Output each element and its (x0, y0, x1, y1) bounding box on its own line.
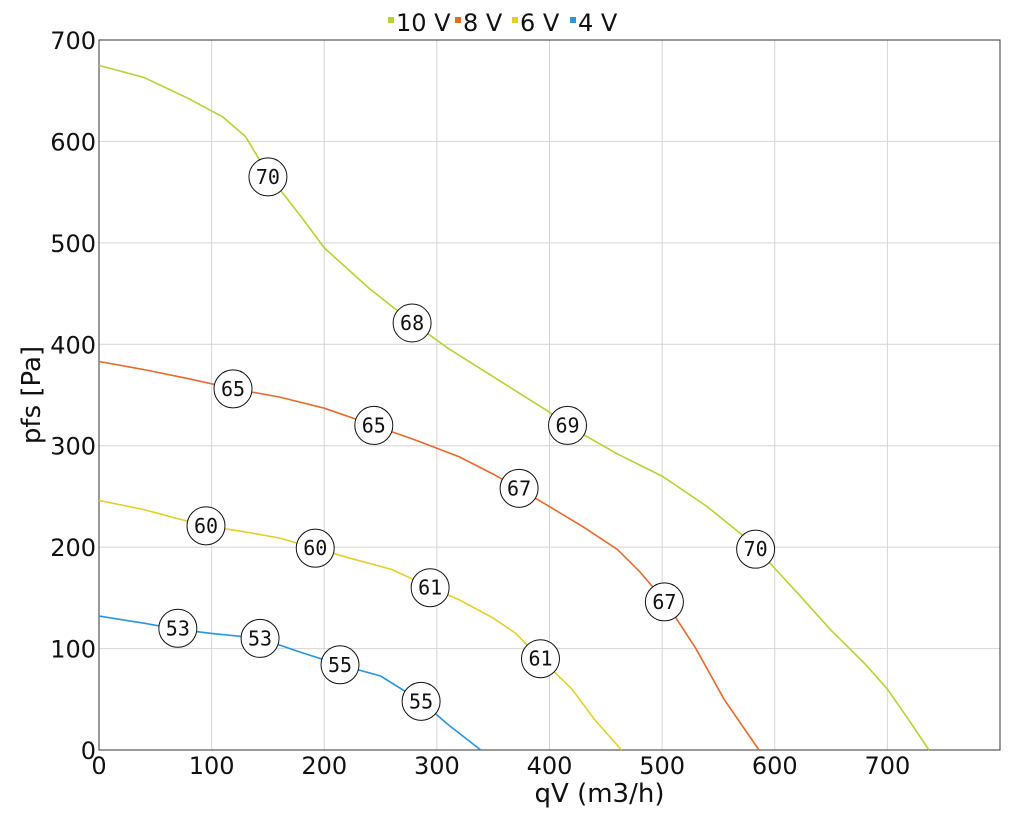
marker-circle (240, 618, 280, 658)
legend-label: 8 V (463, 9, 503, 37)
axis-layer: 0 100 200 300 400 500 600 700 0 100 200 300 400 500 60… (50, 27, 910, 780)
marker-circle (320, 645, 360, 685)
marker-label: 70 (744, 537, 768, 561)
marker-label: 61 (418, 576, 442, 600)
legend-label: 6 V (520, 9, 560, 37)
marker-circle (410, 568, 450, 608)
marker-label: 55 (409, 689, 433, 713)
series-line-10v (98, 64, 930, 751)
marker-layer: 70 68 69 70 65 65 67 67 60 60 61 61 53 53 55 55 (158, 157, 776, 721)
noise-level-marker: 60 (186, 506, 226, 546)
marker-label: 60 (194, 514, 218, 538)
marker-circle (186, 506, 226, 546)
marker-label: 65 (362, 413, 386, 437)
legend: 10 V 8 V 6 V 4 V (388, 9, 618, 37)
y-tick-label: 400 (50, 331, 96, 359)
y-tick-label: 300 (50, 433, 96, 461)
marker-circle (401, 681, 441, 721)
legend-item: 10 V (388, 9, 451, 37)
marker-circle (392, 303, 432, 343)
legend-swatch (455, 17, 461, 23)
y-tick-label: 600 (50, 128, 96, 156)
plot-frame (98, 39, 1001, 751)
y-tick-label: 100 (50, 636, 96, 664)
x-axis-title: qV (m3/h) (535, 779, 665, 809)
marker-label: 70 (256, 165, 280, 189)
marker-circle (736, 529, 776, 569)
x-tick-label: 500 (639, 752, 685, 780)
marker-label: 68 (400, 311, 424, 335)
marker-circle (248, 157, 288, 197)
marker-label: 67 (507, 476, 531, 500)
noise-level-marker: 65 (213, 369, 253, 409)
legend-swatch (388, 17, 394, 23)
marker-label: 69 (555, 413, 579, 437)
legend-item: 8 V (455, 9, 503, 37)
noise-level-marker: 70 (736, 529, 776, 569)
x-tick-label: 0 (91, 752, 106, 780)
noise-level-marker: 67 (644, 582, 684, 622)
noise-level-marker: 55 (401, 681, 441, 721)
noise-level-marker: 60 (295, 528, 335, 568)
legend-label: 10 V (396, 9, 451, 37)
series-layer (98, 64, 930, 751)
x-tick-label: 700 (864, 752, 910, 780)
legend-swatch (512, 17, 518, 23)
legend-item: 6 V (512, 9, 560, 37)
noise-level-marker: 67 (499, 468, 539, 508)
marker-label: 53 (166, 616, 190, 640)
marker-label: 55 (328, 653, 352, 677)
noise-level-marker: 53 (158, 608, 198, 648)
marker-circle (499, 468, 539, 508)
y-tick-label: 700 (50, 27, 96, 55)
marker-label: 53 (248, 626, 272, 650)
marker-circle (158, 608, 198, 648)
legend-label: 4 V (578, 9, 618, 37)
x-tick-label: 300 (414, 752, 460, 780)
x-tick-label: 100 (189, 752, 235, 780)
noise-level-marker: 55 (320, 645, 360, 685)
marker-label: 67 (652, 590, 676, 614)
grid (98, 39, 1000, 751)
noise-level-marker: 53 (240, 618, 280, 658)
y-tick-label: 200 (50, 534, 96, 562)
noise-level-marker: 69 (548, 405, 588, 445)
noise-level-marker: 65 (354, 405, 394, 445)
legend-swatch (570, 17, 576, 23)
marker-circle (548, 405, 588, 445)
marker-circle (520, 639, 560, 679)
noise-level-marker: 61 (520, 639, 560, 679)
marker-label: 60 (303, 536, 327, 560)
marker-circle (213, 369, 253, 409)
noise-level-marker: 68 (392, 303, 432, 343)
y-tick-label: 500 (50, 230, 96, 258)
noise-level-marker: 61 (410, 568, 450, 608)
legend-item: 4 V (570, 9, 618, 37)
marker-circle (354, 405, 394, 445)
y-tick-label: 0 (81, 737, 96, 765)
x-tick-label: 400 (527, 752, 573, 780)
x-tick-label: 200 (301, 752, 347, 780)
x-tick-label: 600 (752, 752, 798, 780)
noise-level-marker: 70 (248, 157, 288, 197)
marker-circle (295, 528, 335, 568)
marker-circle (644, 582, 684, 622)
marker-label: 61 (528, 647, 552, 671)
marker-label: 65 (221, 377, 245, 401)
y-axis-title: pfs [Pa] (17, 346, 47, 444)
